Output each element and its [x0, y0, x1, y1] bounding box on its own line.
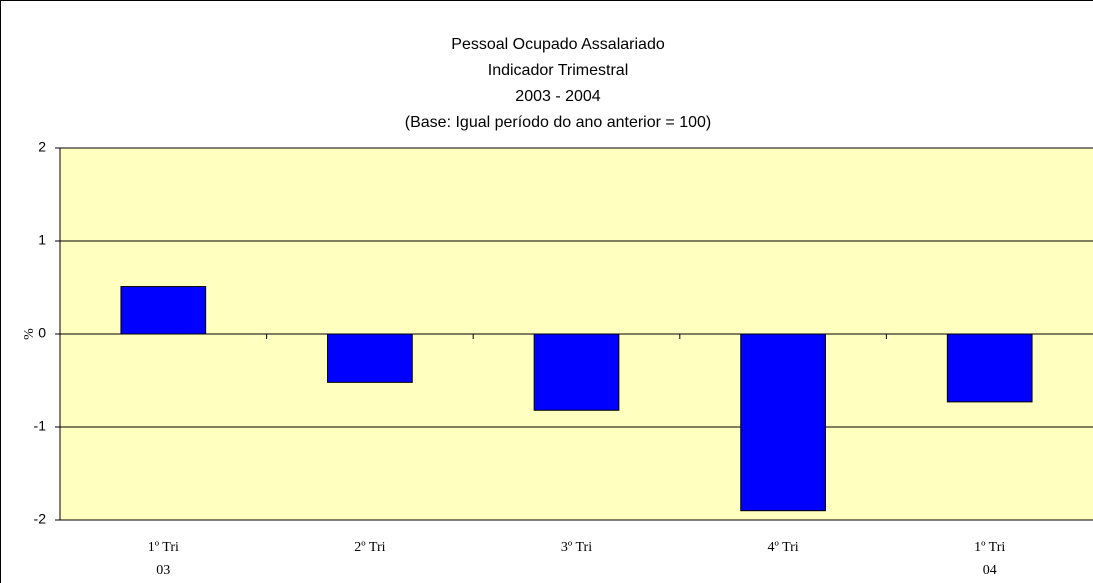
- bar: [946, 333, 1033, 403]
- x-tick-label: 2º Tri: [354, 540, 385, 555]
- x-tick-label: 4º Tri: [767, 540, 798, 555]
- bar: [120, 286, 207, 335]
- chart-title: (Base: Igual período do ano anterior = 1…: [405, 114, 711, 131]
- y-tick-label: -1: [34, 418, 47, 434]
- y-tick-label: 2: [38, 139, 46, 155]
- x-tick-label: 1º Tri: [974, 540, 1005, 555]
- y-axis-label: %: [22, 328, 37, 340]
- bar: [533, 333, 620, 411]
- y-tick-label: -2: [34, 511, 47, 527]
- x-tick-sublabel: 04: [983, 563, 997, 578]
- chart-title: Pessoal Ocupado Assalariado: [451, 36, 665, 53]
- chart-title: Indicador Trimestral: [488, 62, 629, 79]
- chart-title: 2003 - 2004: [515, 88, 601, 105]
- y-tick-label: 0: [38, 325, 46, 341]
- bar: [740, 333, 826, 512]
- x-tick-label: 1º Tri: [148, 540, 179, 555]
- y-tick-label: 1: [38, 232, 46, 248]
- x-tick-sublabel: 03: [156, 563, 170, 578]
- x-tick-label: 3º Tri: [561, 540, 592, 555]
- bar: [327, 333, 413, 383]
